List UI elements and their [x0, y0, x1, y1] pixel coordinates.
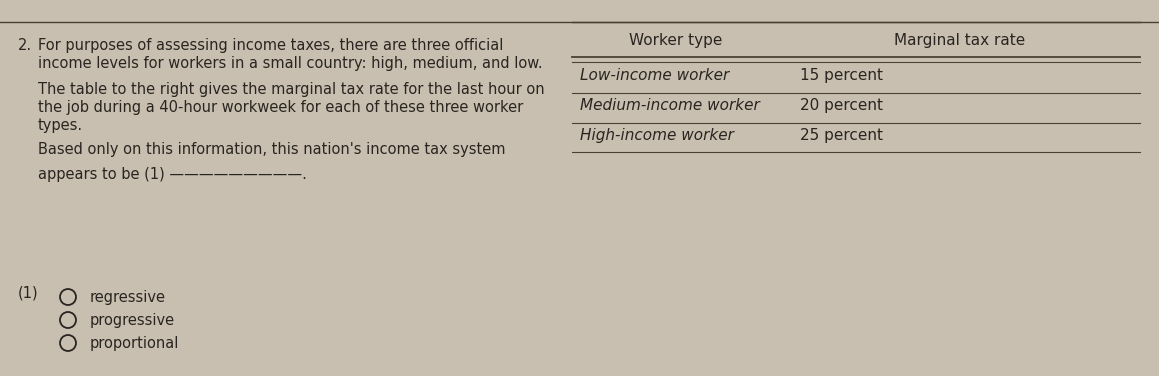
Text: income levels for workers in a small country: high, medium, and low.: income levels for workers in a small cou… [38, 56, 542, 71]
Text: the job during a 40-hour workweek for each of these three worker: the job during a 40-hour workweek for ea… [38, 100, 523, 115]
Text: Medium-income worker: Medium-income worker [580, 98, 760, 113]
Text: 25 percent: 25 percent [800, 128, 883, 143]
Text: Worker type: Worker type [629, 33, 723, 48]
Text: Based only on this information, this nation's income tax system: Based only on this information, this nat… [38, 142, 505, 157]
Text: regressive: regressive [90, 290, 166, 305]
Text: 15 percent: 15 percent [800, 68, 883, 83]
Text: Marginal tax rate: Marginal tax rate [895, 33, 1026, 48]
Text: The table to the right gives the marginal tax rate for the last hour on: The table to the right gives the margina… [38, 82, 545, 97]
Text: Low-income worker: Low-income worker [580, 68, 729, 83]
Text: (1): (1) [19, 285, 38, 300]
Text: appears to be (1) —————————.: appears to be (1) —————————. [38, 167, 307, 182]
Text: proportional: proportional [90, 336, 180, 351]
Text: 20 percent: 20 percent [800, 98, 883, 113]
Text: 2.: 2. [19, 38, 32, 53]
Text: For purposes of assessing income taxes, there are three official: For purposes of assessing income taxes, … [38, 38, 503, 53]
Text: types.: types. [38, 118, 83, 133]
Text: High-income worker: High-income worker [580, 128, 734, 143]
Text: progressive: progressive [90, 313, 175, 328]
